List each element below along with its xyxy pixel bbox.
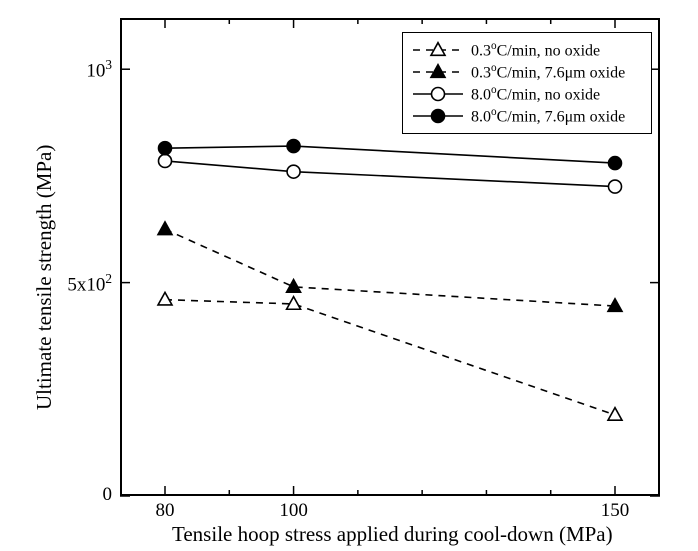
y-tick-label: 103 xyxy=(86,57,112,82)
legend-label: 0.3oC/min, 7.6μm oxide xyxy=(471,62,625,82)
legend-label: 8.0oC/min, no oxide xyxy=(471,84,600,104)
legend-item: 0.3oC/min, 7.6μm oxide xyxy=(413,61,641,83)
legend: 0.3oC/min, no oxide0.3oC/min, 7.6μm oxid… xyxy=(402,32,652,134)
legend-label: 0.3oC/min, no oxide xyxy=(471,40,600,60)
legend-item: 0.3oC/min, no oxide xyxy=(413,39,641,61)
legend-item: 8.0oC/min, no oxide xyxy=(413,83,641,105)
chart-root: Ultimate tensile strength (MPa) Tensile … xyxy=(0,0,698,551)
x-tick-label: 100 xyxy=(279,500,308,522)
legend-item: 8.0oC/min, 7.6μm oxide xyxy=(413,105,641,127)
x-tick-label: 150 xyxy=(601,500,630,522)
x-tick-label: 80 xyxy=(156,500,175,522)
y-tick-label: 5x102 xyxy=(67,271,112,296)
y-tick-label: 0 xyxy=(103,484,113,506)
legend-label: 8.0oC/min, 7.6μm oxide xyxy=(471,106,625,126)
